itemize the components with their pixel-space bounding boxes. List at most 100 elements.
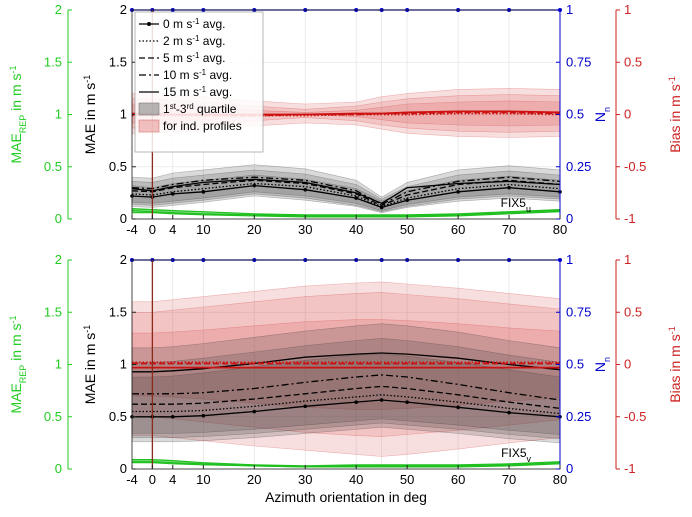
left-axis-tick-label: 2 [55,252,62,267]
label-part: v [527,454,532,464]
mae-series-point [456,190,460,194]
mae-series-line [132,399,561,418]
x-axis-tick-label: 10 [196,222,210,237]
x-axis-tick-label: 80 [553,472,567,487]
right-axis-tick-label: 0.5 [566,107,584,122]
far-right-axis-tick-label: 0.5 [624,304,642,319]
far-right-axis-tick-label: 1 [624,2,631,17]
label-part: REP [18,115,28,134]
legend-label: 2 m s-1 avg. [163,34,225,49]
left-axis-tick-label: 2 [55,2,62,17]
label-part: -1 [8,315,18,323]
legend-label: 0 m s-1 avg. [163,17,225,32]
label-part: in m s [8,323,24,364]
x-axis-tick-label: 70 [502,472,516,487]
x-axis-tick-label: 30 [298,472,312,487]
label-part: -1 [8,65,18,73]
main-axis-tick-label: 1.5 [109,304,127,319]
legend: 0 m s-1 avg. 2 m s-1 avg. 5 m s-1 avg. 10 m… [134,11,264,153]
mae-rep-line [132,459,561,467]
right-axis-label: Nn [592,107,612,122]
far-right-axis-tick-label: 0 [624,107,631,122]
legend-swatch-bias [138,119,160,133]
mae-series-point [507,185,511,190]
label-part: rd [187,102,194,111]
main-axis-tick-label: 0.5 [109,409,127,424]
legend-quartile-label-2: for ind. profiles [163,119,242,133]
mae-series-line [131,184,561,209]
main-axis-tick-label: 2 [120,2,127,17]
label-part: u [526,204,531,214]
main-axis-tick-label: 0 [120,211,127,226]
label-part: n [602,357,612,362]
right-axis-tick-label: 0 [566,211,573,226]
mae-rep-line [132,211,561,218]
x-axis-tick-label: 4 [169,472,176,487]
right-axis-tick-label: 1 [566,2,573,17]
mae-rep-line [131,210,561,217]
left-axis-tick-label: 0 [55,211,62,226]
mae-series-point [170,192,175,196]
mae-series-point [354,400,358,404]
far-right-axis-tick-label: -0.5 [624,159,646,174]
label-part: -1 [192,51,200,60]
mae-series-point [252,183,257,188]
right-axis-tick-label: 0.75 [566,54,591,69]
main-axis-tick-label: 0 [120,461,127,476]
mae-series-point [379,398,384,402]
right-axis-tick-label: 0.75 [566,304,591,319]
mae-series-line [132,374,561,401]
label-part: in m s [8,73,24,114]
label-part: -1 [192,17,200,26]
main-axis-tick-label: 0.5 [109,159,127,174]
mae-series-point [170,414,175,419]
mae-series-point [201,413,206,418]
far-right-axis-tick-label: -1 [624,211,636,226]
x-axis-tick-label: 20 [247,472,261,487]
x-axis-tick-label: 70 [502,222,516,237]
label-part: -1 [199,68,207,77]
x-axis-tick-label: 60 [451,222,465,237]
left-axis-tick-label: 1 [55,107,62,122]
right-axis-tick-label: 1 [566,252,573,267]
main-axis-tick-label: 1 [120,107,127,122]
label-part: avg. [199,17,225,31]
mae-series-point [507,410,511,415]
x-axis-tick-label: 30 [298,222,312,237]
label-part: REP [18,365,28,384]
legend-label: 15 m s-1 avg. [163,85,232,100]
x-axis-tick-label: 20 [247,222,261,237]
mae-series-point [405,198,409,202]
left-axis-tick-label: 0.5 [44,159,62,174]
far-right-axis-label: Bias in m s-1 [667,326,683,402]
x-axis-tick-label: 60 [451,472,465,487]
right-axis-tick-label: 0.5 [566,357,584,372]
left-axis-tick-label: 1 [55,357,62,372]
mae-series-point [303,187,308,192]
far-right-axis-tick-label: 1 [624,252,631,267]
mae-series-point [252,409,257,414]
left-axis-tick-label: 0.5 [44,409,62,424]
mae-series-line [131,182,561,208]
legend-quartile-label: 1st-3rd quartile [163,102,237,117]
mae-series-line [131,178,561,205]
label-part: quartile [194,102,237,116]
x-axis-tick-label: -4 [126,472,138,487]
far-right-axis-label: Bias in m s-1 [667,76,683,152]
x-axis-tick-label: 80 [553,222,567,237]
mae-series-point [303,404,308,409]
x-axis-tick-label: 40 [349,222,363,237]
x-axis-label: Azimuth orientation in deg [265,489,427,505]
panel-bottom: 0 0.5 1 1.5 2 MAE in m s-1 0 0.5 1 1.5 2 MAEREP in … [8,252,683,505]
mae-series-point [201,190,206,194]
mae-series-line [132,352,561,373]
x-axis-tick-label: 4 [169,222,176,237]
label-part: avg. [206,85,232,99]
x-axis-tick-label: -4 [126,222,138,237]
main-axis-tick-label: 1.5 [109,54,127,69]
mae-series-point [456,405,460,410]
label-part: avg. [199,34,225,48]
far-right-axis-tick-label: -0.5 [624,409,646,424]
label-part: -1 [199,85,207,94]
